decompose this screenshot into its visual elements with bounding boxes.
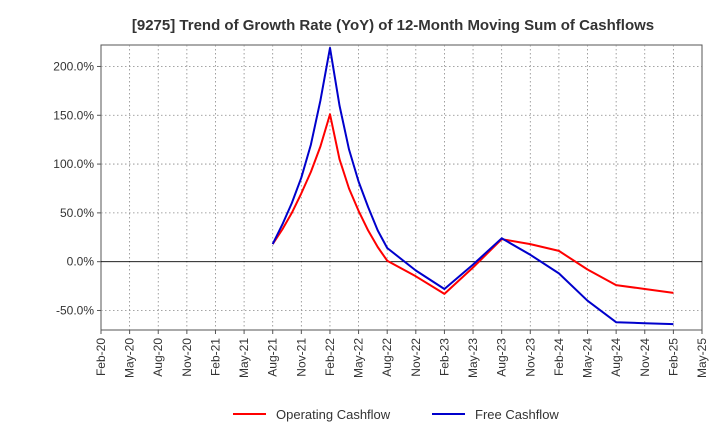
- x-tick-label: May-25: [695, 338, 709, 378]
- x-tick-label: May-22: [352, 338, 366, 378]
- x-tick-label: Nov-23: [523, 338, 537, 377]
- x-tick-label: Feb-25: [666, 338, 680, 376]
- x-tick-label: Aug-21: [266, 338, 280, 377]
- legend-label: Operating Cashflow: [276, 407, 391, 422]
- x-tick-label: Feb-22: [323, 338, 337, 376]
- y-tick-label: 100.0%: [53, 157, 94, 171]
- chart-title: [9275] Trend of Growth Rate (YoY) of 12-…: [132, 17, 654, 34]
- x-tick-label: Feb-20: [94, 338, 108, 376]
- y-tick-label: 200.0%: [53, 59, 94, 73]
- x-tick-label: May-23: [466, 338, 480, 378]
- x-tick-label: Aug-24: [609, 338, 623, 377]
- y-tick-label: 0.0%: [67, 255, 95, 269]
- x-tick-label: Nov-24: [638, 338, 652, 377]
- x-tick-label: Feb-23: [437, 338, 451, 376]
- y-tick-label: -50.0%: [56, 303, 94, 317]
- x-tick-label: Feb-24: [552, 338, 566, 376]
- x-tick-label: Aug-23: [495, 338, 509, 377]
- x-tick-label: May-20: [123, 338, 137, 378]
- x-tick-label: May-24: [581, 338, 595, 378]
- y-axis-ticks: -50.0% 0.0% 50.0% 100.0% 150.0% 200.0%: [53, 59, 101, 317]
- legend-label: Free Cashflow: [475, 407, 559, 422]
- series-lines: [271, 46, 674, 326]
- legend: Operating Cashflow Free Cashflow: [233, 407, 559, 422]
- x-tick-label: May-21: [237, 338, 251, 378]
- x-tick-label: Aug-20: [151, 338, 165, 377]
- x-tick-label: Feb-21: [208, 338, 222, 376]
- y-tick-label: 50.0%: [60, 206, 94, 220]
- x-tick-label: Aug-22: [380, 338, 394, 377]
- series-line-operating-cashflow: [271, 113, 674, 295]
- x-tick-label: Nov-20: [180, 338, 194, 377]
- grid: [101, 45, 702, 330]
- series-line-free-cashflow: [271, 46, 674, 326]
- x-tick-label: Nov-21: [294, 338, 308, 377]
- plot-area: [100, 44, 703, 331]
- x-tick-label: Nov-22: [409, 338, 423, 377]
- x-axis-ticks: Feb-20 May-20 Aug-20 Nov-20 Feb-21 May-21 Aug-…: [94, 330, 709, 378]
- y-tick-label: 150.0%: [53, 108, 94, 122]
